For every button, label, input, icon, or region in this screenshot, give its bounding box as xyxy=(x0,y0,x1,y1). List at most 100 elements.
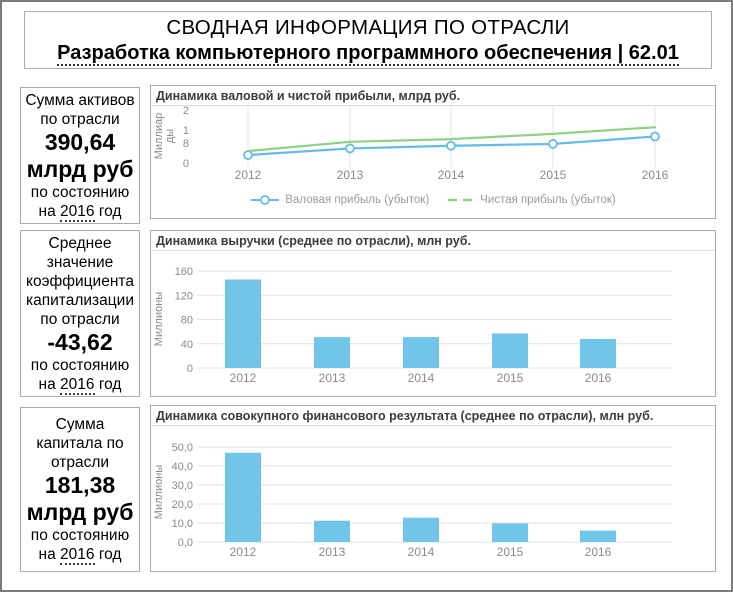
y-axis-tick-label: 160 xyxy=(175,266,193,278)
data-point-marker xyxy=(243,150,253,160)
kpi-footer-line: по состоянию xyxy=(30,183,130,201)
y-axis-unit-label: Миллиар xyxy=(153,113,165,160)
chart-plot-area: 160 120 80 40 0 Миллионы 2012 2013 2014 2015 2016 xyxy=(151,251,715,397)
legend-dash-icon xyxy=(448,198,473,202)
bar-2016 xyxy=(580,530,616,542)
chart-svg-line: 2 18 0 Миллиар ды 2012 2013 2014 2015 2016 xyxy=(153,106,669,182)
kpi-footer-text: год xyxy=(94,375,122,393)
y-axis-tick-label: 40,0 xyxy=(172,461,193,473)
kpi-footer-line: на 2016 год xyxy=(38,202,122,222)
bar-2012 xyxy=(225,452,261,542)
kpi-value: млрд руб xyxy=(26,155,134,182)
legend-label: Валовая прибыль (убыток) xyxy=(285,194,430,206)
chart-box-finresult-bars: Динамика совокупного финансового результ… xyxy=(150,405,716,572)
year-link[interactable]: 2016 xyxy=(60,202,95,222)
legend-label: Чистая прибыль (убыток) xyxy=(480,194,616,206)
kpi-value: -43,62 xyxy=(47,328,113,355)
y-axis-unit-label: Миллионы xyxy=(153,292,165,346)
y-axis-tick-label: 0 xyxy=(187,363,193,375)
y-axis-unit-label: Миллионы xyxy=(153,465,165,519)
kpi-heading-line: отрасли xyxy=(50,454,110,471)
kpi-value: 181,38 xyxy=(44,472,116,498)
legend-item[interactable]: Чистая прибыль (убыток) xyxy=(445,194,616,206)
industry-link[interactable]: Разработка компьютерного программного об… xyxy=(57,42,679,66)
x-axis-year-label: 2014 xyxy=(438,168,465,182)
data-point-marker xyxy=(650,131,660,142)
report-header: СВОДНАЯ ИНФОРМАЦИЯ ПО ОТРАСЛИ Разработка… xyxy=(24,11,712,69)
data-point-marker xyxy=(548,139,558,149)
kpi-heading-line: по отрасли xyxy=(40,110,120,128)
kpi-heading-line: Среднее xyxy=(48,234,112,252)
x-axis-year-label: 2013 xyxy=(319,545,346,559)
x-axis-year-label: 2013 xyxy=(337,168,364,182)
y-axis-tick-label: 0,0 xyxy=(178,537,193,549)
chart-svg-bar: 50,0 40,0 30,0 20,0 10,0 0,0 Миллионы 2012 2013 2… xyxy=(153,442,672,559)
kpi-footer-line: на 2016 год xyxy=(38,375,122,395)
chart-title: Динамика выручки (среднее по отрасли), м… xyxy=(151,231,715,251)
x-axis-year-label: 2015 xyxy=(540,168,567,182)
bar-2013 xyxy=(314,520,350,542)
industry-subtitle: Разработка компьютерного программного об… xyxy=(25,41,711,66)
kpi-footer-text: год xyxy=(94,202,122,220)
kpi-heading-line: по отрасли xyxy=(40,310,120,328)
kpi-footer-line: по состоянию xyxy=(30,356,130,374)
x-axis-year-label: 2016 xyxy=(642,168,669,182)
kpi-heading-line: капитализации xyxy=(26,291,134,309)
y-axis-tick-label: 40 xyxy=(181,339,193,351)
kpi-heading-line: капитала по xyxy=(36,435,124,452)
kpi-footer-text: на xyxy=(38,202,61,220)
bar-2012 xyxy=(225,279,261,368)
x-axis-year-label: 2016 xyxy=(585,545,612,559)
chart-box-profit-lines: Динамика валовой и чистой прибыли, млрд … xyxy=(150,85,716,219)
data-point-marker xyxy=(446,140,456,151)
x-axis-year-label: 2014 xyxy=(408,371,435,385)
kpi-footer-line: по состоянию xyxy=(30,527,130,544)
kpi-footer-text: на xyxy=(38,375,61,393)
y-axis-tick-label: 120 xyxy=(175,290,193,302)
chart-plot-area: 2 1 8 0 Миллиар ды 2012 2013 2014 2015 2016 Валовая… xyxy=(151,106,715,219)
chart-legend: Валовая прибыль (убыток) Чистая прибыль (… xyxy=(151,194,715,206)
y-axis-tick-label: 2 xyxy=(183,106,189,117)
x-axis-year-label: 2012 xyxy=(230,545,257,559)
legend-line-circle-icon xyxy=(251,195,280,205)
y-axis-unit-label: ды xyxy=(164,129,176,143)
bar-2015 xyxy=(492,523,528,542)
y-axis-tick-label: 0 xyxy=(183,158,189,170)
x-axis-year-label: 2013 xyxy=(319,371,346,385)
y-axis-tick-label: 10,0 xyxy=(172,518,193,530)
y-axis-tick-label: 8 xyxy=(183,138,189,150)
kpi-heading-line: Сумма xyxy=(55,416,105,433)
y-axis-tick-label: 30,0 xyxy=(172,480,193,492)
y-axis-tick-label: 80 xyxy=(181,315,193,327)
kpi-value: млрд руб xyxy=(26,499,134,525)
y-axis-tick-label: 20,0 xyxy=(172,499,193,511)
x-axis-year-label: 2012 xyxy=(235,168,262,182)
kpi-panel-capital: Сумма капитала по отрасли 181,38 млрд руб по … xyxy=(20,407,140,572)
year-link[interactable]: 2016 xyxy=(60,375,95,395)
kpi-footer-text: на xyxy=(38,546,61,563)
chart-svg-bar: 160 120 80 40 0 Миллионы 2012 2013 2014 2015 2016 xyxy=(153,266,672,385)
chart-box-revenue-bars: Динамика выручки (среднее по отрасли), м… xyxy=(150,230,716,397)
chart-title: Динамика совокупного финансового результ… xyxy=(151,406,715,426)
kpi-panel-capitalization: Среднее значение коэффициента капитализации… xyxy=(20,230,140,397)
bar-2014 xyxy=(403,517,439,542)
kpi-heading-line: коэффициента xyxy=(26,272,134,290)
bar-2016 xyxy=(580,338,616,368)
year-link[interactable]: 2016 xyxy=(60,546,95,565)
bar-2013 xyxy=(314,337,350,368)
kpi-panel-assets: Сумма активов по отрасли 390,64 млрд руб по … xyxy=(20,87,140,224)
x-axis-year-label: 2015 xyxy=(497,371,524,385)
legend-item[interactable]: Валовая прибыль (убыток) xyxy=(250,194,429,206)
series-line-net-profit xyxy=(246,126,657,153)
chart-title: Динамика валовой и чистой прибыли, млрд … xyxy=(151,86,715,106)
kpi-heading-line: Сумма активов xyxy=(25,91,135,109)
kpi-footer-text: год xyxy=(94,546,122,563)
kpi-heading-line: значение xyxy=(46,253,114,271)
x-axis-year-label: 2014 xyxy=(408,545,435,559)
x-axis-year-label: 2016 xyxy=(585,371,612,385)
chart-plot-area: 50,0 40,0 30,0 20,0 10,0 0,0 Миллионы 2012 2013 2… xyxy=(151,426,715,572)
kpi-footer-line: на 2016 год xyxy=(38,545,122,565)
page-title: СВОДНАЯ ИНФОРМАЦИЯ ПО ОТРАСЛИ xyxy=(166,16,570,39)
kpi-value: 390,64 xyxy=(44,128,116,155)
